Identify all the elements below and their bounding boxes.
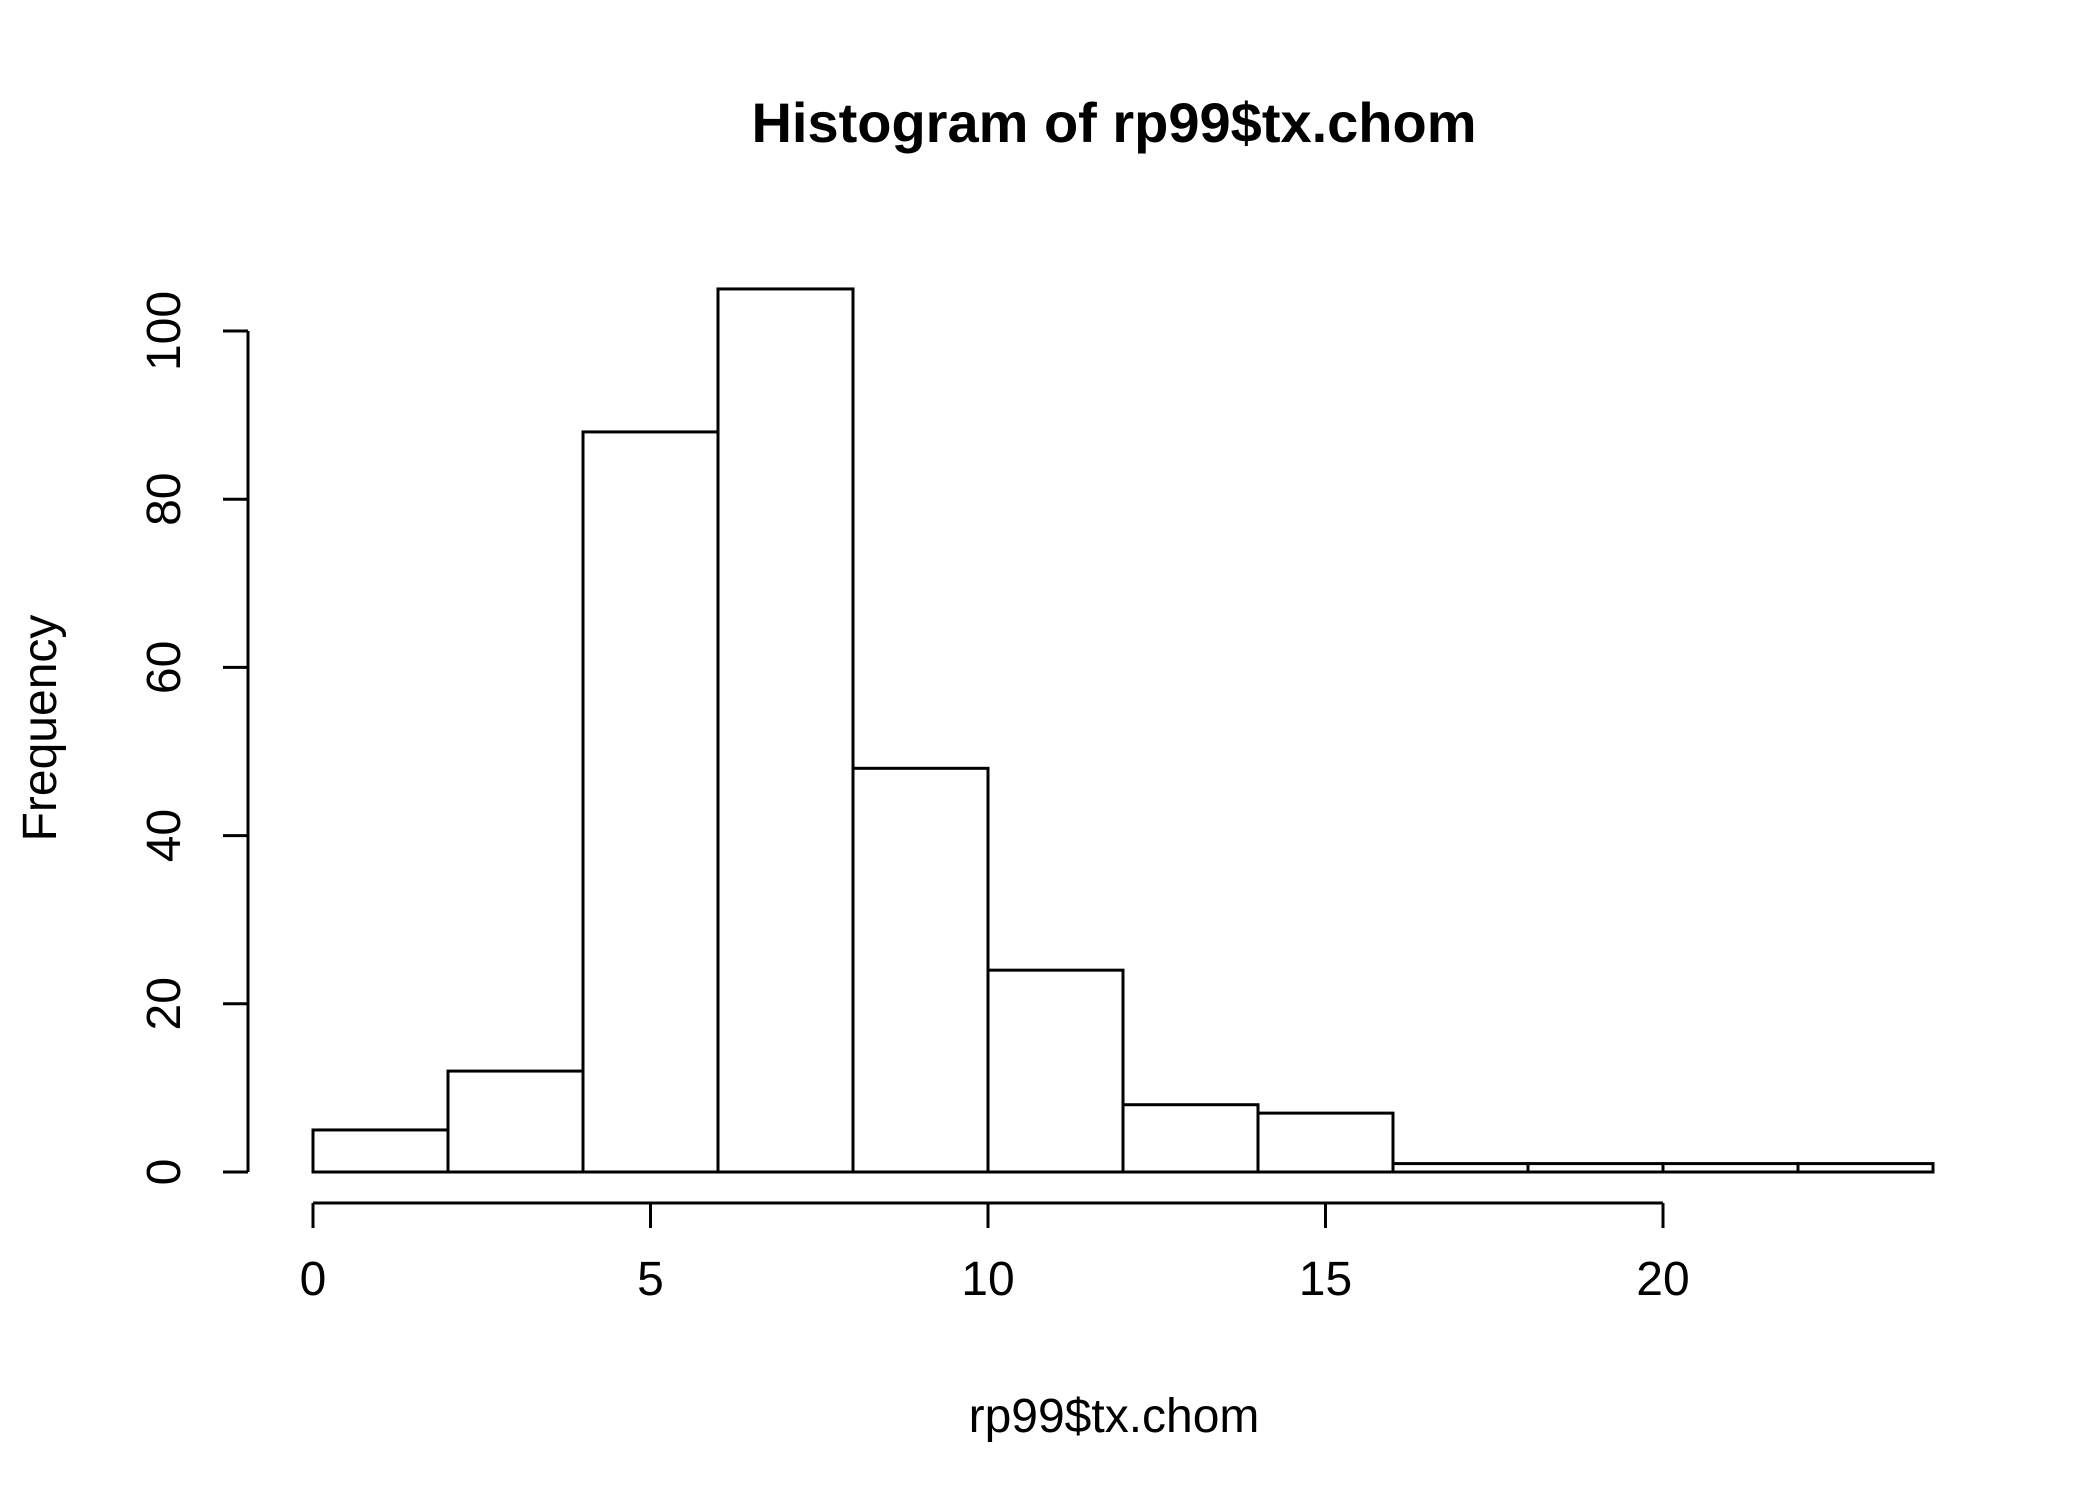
y-axis: 0 20 40 60 80 100 bbox=[138, 291, 250, 1186]
x-tick-label: 5 bbox=[637, 1253, 664, 1306]
histogram-bar bbox=[1121, 1103, 1260, 1174]
y-tick-label: 100 bbox=[138, 291, 191, 371]
y-tick-label: 20 bbox=[138, 977, 191, 1030]
histogram-bar bbox=[851, 766, 990, 1174]
histogram-bar bbox=[581, 430, 720, 1174]
y-tick-label: 0 bbox=[138, 1159, 191, 1186]
x-tick-label: 10 bbox=[961, 1253, 1014, 1306]
x-tick-label: 0 bbox=[300, 1253, 327, 1306]
histogram-bar bbox=[1256, 1111, 1395, 1174]
x-tick-label: 20 bbox=[1636, 1253, 1689, 1306]
y-tick-label: 40 bbox=[138, 809, 191, 862]
histogram-bars bbox=[311, 287, 1935, 1174]
histogram-bar bbox=[986, 968, 1125, 1174]
chart-title: Histogram of rp99$tx.chom bbox=[751, 91, 1476, 154]
histogram-bar bbox=[1661, 1162, 1800, 1174]
histogram-bar bbox=[311, 1128, 450, 1174]
x-tick-label: 15 bbox=[1299, 1253, 1352, 1306]
histogram-bar bbox=[1796, 1162, 1935, 1174]
histogram-bar bbox=[446, 1069, 585, 1174]
y-tick-label: 60 bbox=[138, 641, 191, 694]
histogram-bar bbox=[1526, 1162, 1665, 1174]
x-axis-label: rp99$tx.chom bbox=[969, 1390, 1260, 1443]
y-tick-label: 80 bbox=[138, 473, 191, 526]
y-axis-label: Frequency bbox=[14, 615, 67, 842]
histogram-bar bbox=[1391, 1162, 1530, 1174]
x-axis: 0 5 10 15 20 bbox=[300, 1201, 1690, 1306]
histogram-bar bbox=[716, 287, 855, 1174]
